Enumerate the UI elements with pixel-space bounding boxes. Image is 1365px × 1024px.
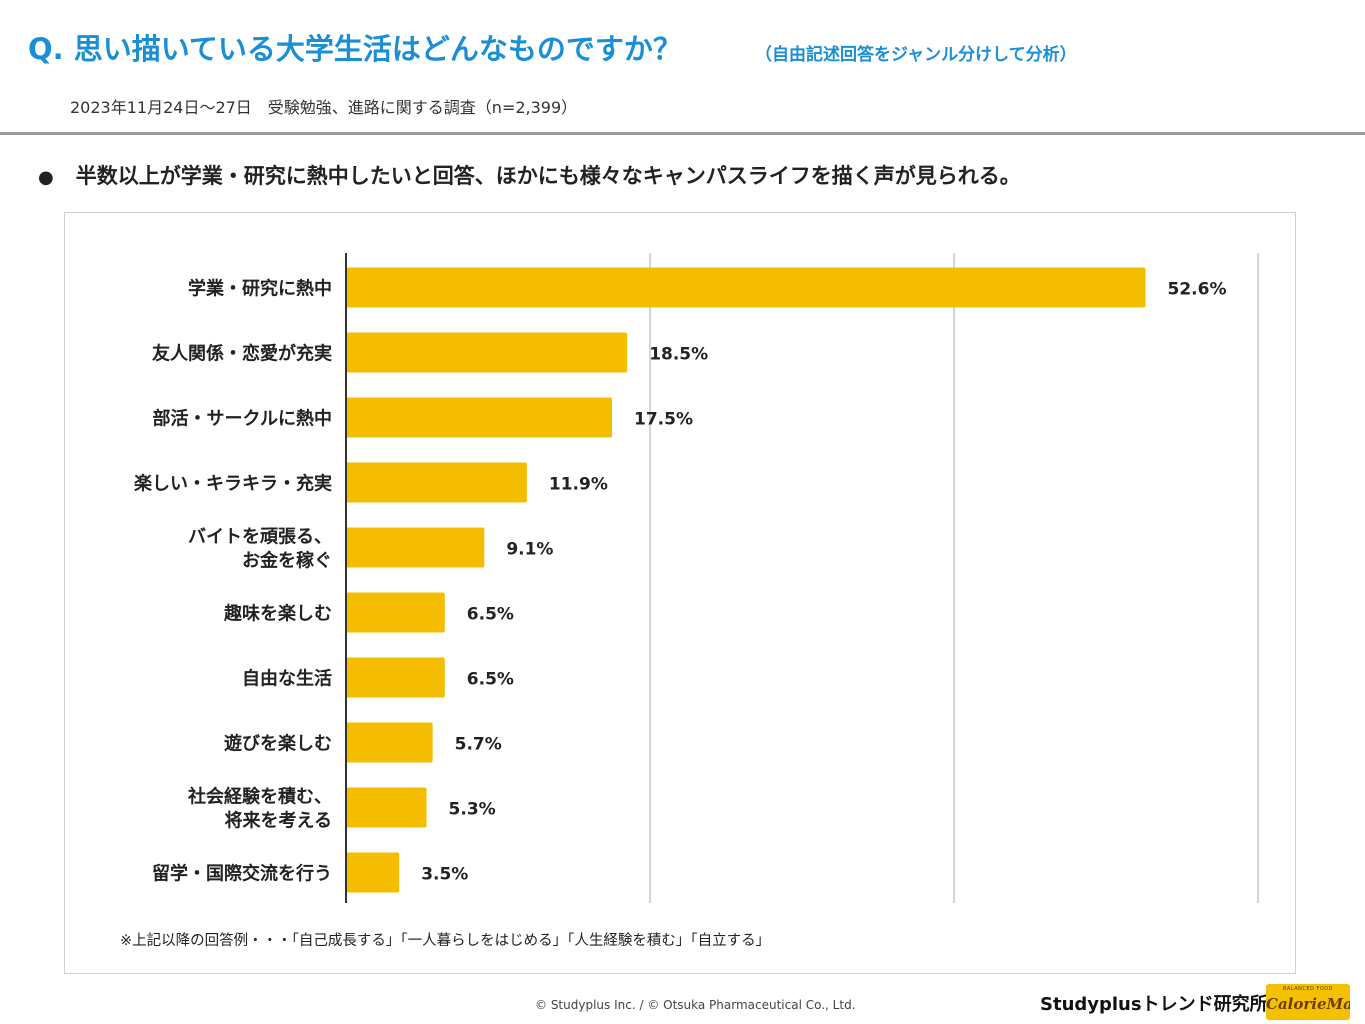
bar bbox=[346, 332, 628, 373]
bar bbox=[346, 657, 445, 698]
caloriemate-logo: BALANCED FOOD CalorieMate bbox=[1266, 984, 1350, 1020]
value-label: 9.1% bbox=[506, 540, 553, 560]
bar-chart: 52.6% 学業・研究に熱中 18.5% 友人関係・恋愛が充実 17.5% 部活・サークル… bbox=[134, 253, 1259, 903]
value-label: 6.5% bbox=[467, 605, 514, 625]
category-label: 社会経験を積む、 bbox=[188, 786, 332, 808]
copyright: © Studyplus Inc. / © Otsuka Pharmaceutic… bbox=[535, 998, 856, 1012]
value-label: 18.5% bbox=[649, 345, 708, 365]
category-label: お金を稼ぐ bbox=[242, 550, 332, 572]
category-label: 友人関係・恋愛が充実 bbox=[152, 343, 332, 365]
headline: ● 半数以上が学業・研究に熱中したいと回答、ほかにも様々なキャンパスライフを描く声… bbox=[38, 160, 1021, 190]
category-label: 楽しい・キラキラ・充実 bbox=[134, 473, 332, 495]
bar bbox=[346, 592, 445, 633]
bar bbox=[346, 787, 427, 828]
bar bbox=[346, 397, 612, 438]
bar bbox=[346, 527, 485, 568]
value-label: 52.6% bbox=[1168, 280, 1227, 300]
category-label: 自由な生活 bbox=[242, 668, 332, 690]
bar bbox=[346, 267, 1146, 308]
value-label: 17.5% bbox=[634, 410, 693, 430]
value-label: 11.9% bbox=[549, 475, 608, 495]
bar bbox=[346, 722, 433, 763]
category-label: 学業・研究に熱中 bbox=[188, 278, 332, 300]
headline-text: 半数以上が学業・研究に熱中したいと回答、ほかにも様々なキャンパスライフを描く声が… bbox=[75, 164, 1021, 188]
category-label: 将来を考える bbox=[225, 810, 332, 832]
footnote: ※上記以降の回答例・・・「自己成長する」「一人暮らしをはじめる」「人生経験を積む… bbox=[120, 933, 771, 949]
chart-panel: 52.6% 学業・研究に熱中 18.5% 友人関係・恋愛が充実 17.5% 部活・サークル… bbox=[64, 212, 1296, 974]
question-title: Q. 思い描いている大学生活はどんなものですか？ bbox=[28, 32, 682, 66]
logo-tagline: BALANCED FOOD bbox=[1282, 986, 1334, 992]
value-label: 5.3% bbox=[449, 800, 496, 820]
category-label: 遊びを楽しむ bbox=[224, 733, 332, 755]
question-note: （自由記述回答をジャンル分けして分析） bbox=[755, 45, 1077, 65]
bar bbox=[346, 852, 400, 893]
value-label: 5.7% bbox=[455, 735, 502, 755]
bullet-icon: ● bbox=[38, 167, 54, 188]
brand-name: Studyplusトレンド研究所 bbox=[1040, 994, 1268, 1015]
category-label: 趣味を楽しむ bbox=[223, 603, 332, 625]
category-label: バイトを頑張る、 bbox=[188, 527, 332, 548]
bar bbox=[346, 462, 527, 503]
logo-name: CalorieMate bbox=[1266, 995, 1350, 1013]
value-label: 3.5% bbox=[421, 865, 468, 885]
value-label: 6.5% bbox=[467, 670, 514, 690]
header-divider bbox=[0, 132, 1365, 135]
survey-note: 2023年11月24日～27日 受験勉強、進路に関する調査（n=2,399） bbox=[70, 98, 578, 117]
category-label: 留学・国際交流を行う bbox=[152, 863, 332, 885]
category-label: 部活・サークルに熱中 bbox=[153, 408, 332, 430]
